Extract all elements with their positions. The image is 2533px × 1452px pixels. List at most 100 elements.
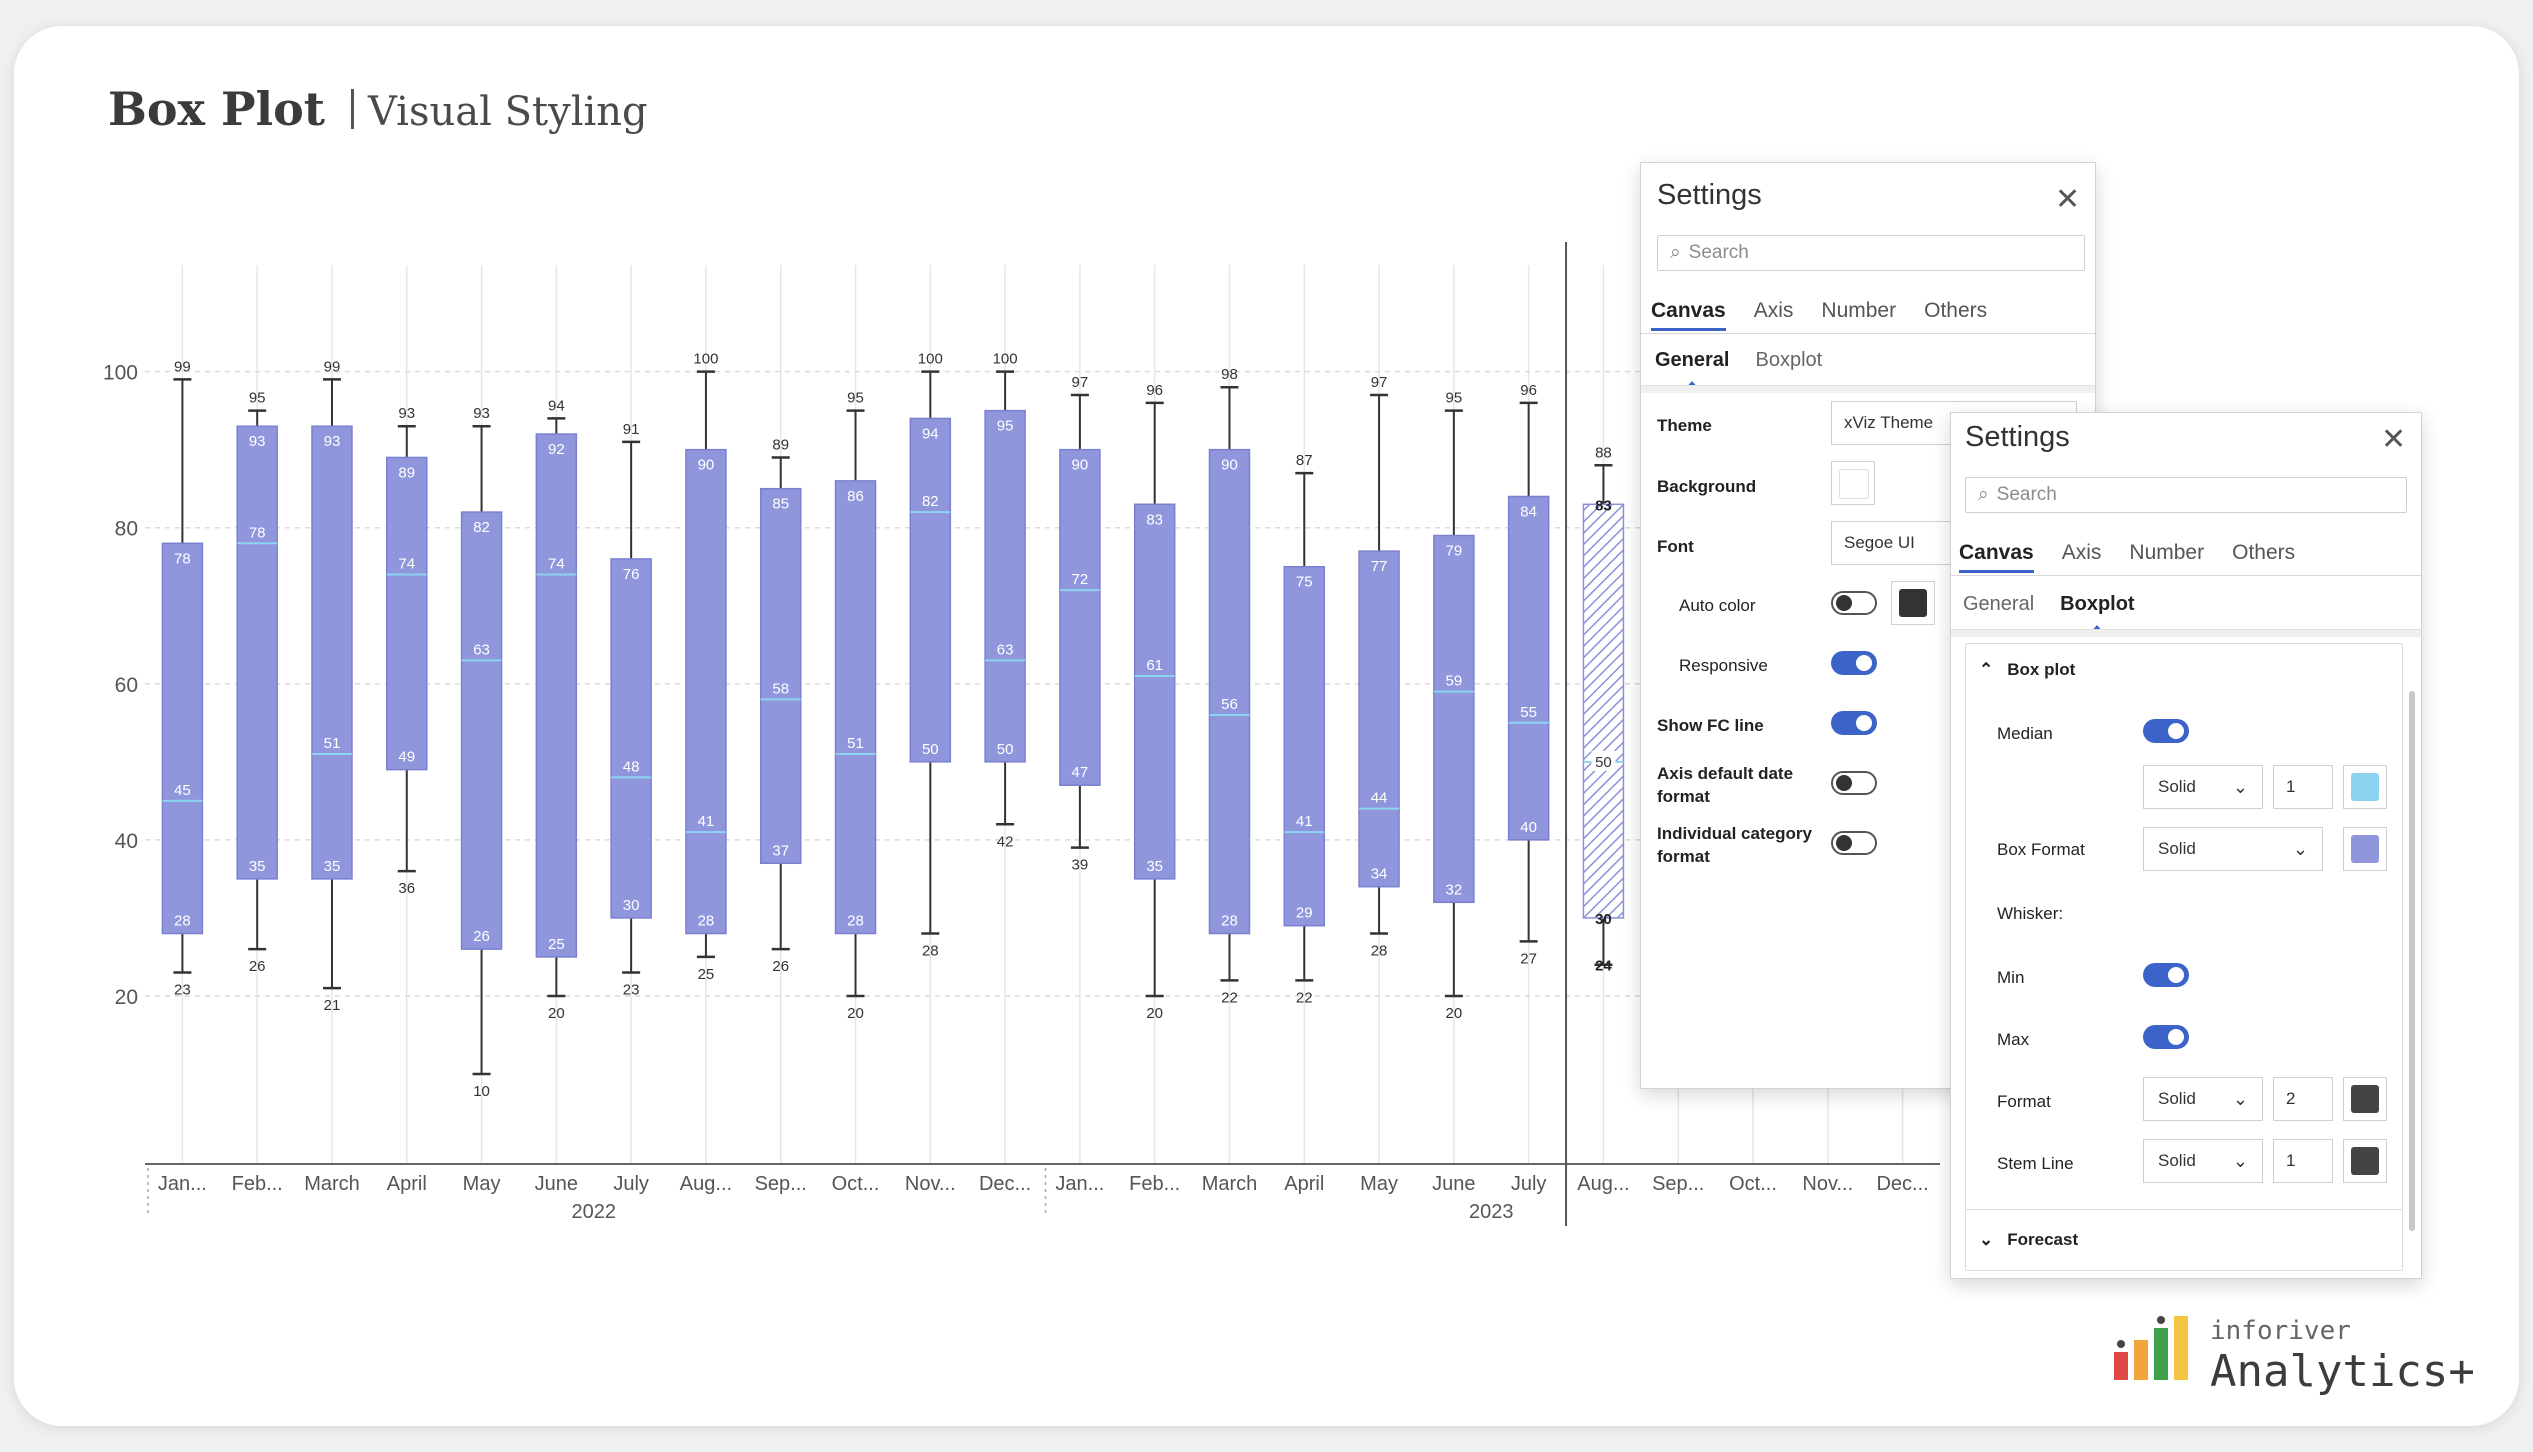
search-input[interactable]: ⌕ Search <box>1657 235 2085 271</box>
subtab-general[interactable]: General <box>1963 593 2035 615</box>
box <box>460 511 503 950</box>
min-label: 28 <box>1371 943 1388 960</box>
min-toggle[interactable] <box>2143 963 2189 987</box>
min-label: 26 <box>249 958 266 975</box>
format-color-swatch[interactable] <box>2343 1077 2387 1121</box>
box-format-dropdown[interactable]: Solid ⌄ <box>2143 827 2323 871</box>
auto-color-fill <box>1899 589 1927 617</box>
box <box>1283 565 1326 927</box>
responsive-toggle[interactable] <box>1831 651 1877 675</box>
max-toggle[interactable] <box>2143 1025 2189 1049</box>
x-tick-label: June <box>1432 1173 1475 1195</box>
x-tick-label: May <box>463 1173 501 1195</box>
q3-label: 93 <box>249 433 266 450</box>
whisker-label: Whisker: <box>1997 904 2064 923</box>
box-color-swatch[interactable] <box>2343 827 2387 871</box>
search-input[interactable]: ⌕ Search <box>1965 477 2407 513</box>
tab-axis[interactable]: Axis <box>2061 541 2102 564</box>
tab-number[interactable]: Number <box>1821 299 1897 322</box>
max-label: Max <box>1997 1030 2030 1049</box>
subtab-general[interactable]: General <box>1655 349 1730 390</box>
q1-label: 37 <box>772 842 789 859</box>
stem-width-input[interactable]: 1 <box>2273 1139 2333 1183</box>
settings-subtabs: General Boxplot <box>1655 349 1848 390</box>
format-style-dropdown[interactable]: Solid ⌄ <box>2143 1077 2263 1121</box>
tab-number[interactable]: Number <box>2129 541 2205 564</box>
close-icon[interactable]: ✕ <box>2055 183 2081 216</box>
box-plot-section-title: Box plot <box>2007 660 2076 679</box>
x-tick-label: Nov... <box>1802 1173 1853 1195</box>
max-label: 100 <box>918 351 943 368</box>
q1-label: 50 <box>997 741 1014 758</box>
tab-canvas[interactable]: Canvas <box>1959 541 2034 573</box>
max-label: 93 <box>473 405 490 422</box>
median-label: 74 <box>548 556 565 573</box>
q3-label: 79 <box>1446 543 1463 560</box>
logo-text-small: inforiver <box>2210 1316 2351 1346</box>
median-label: 74 <box>398 556 415 573</box>
min-label: 42 <box>997 833 1014 850</box>
tab-others[interactable]: Others <box>2232 541 2296 564</box>
q1-label: 47 <box>1072 764 1089 781</box>
median-toggle[interactable] <box>2143 719 2189 743</box>
max-label: 94 <box>548 397 565 414</box>
max-label: 99 <box>324 358 341 375</box>
min-label: 21 <box>324 997 341 1014</box>
y-tick-label: 40 <box>115 830 138 853</box>
auto-color-toggle[interactable] <box>1831 591 1877 615</box>
axis-date-format-toggle[interactable] <box>1831 771 1877 795</box>
min-label: 27 <box>1520 950 1537 967</box>
settings-title: Settings <box>1965 421 2070 453</box>
y-tick-label: 100 <box>103 362 138 385</box>
chevron-down-icon: ⌄ <box>2292 838 2308 859</box>
min-label: 26 <box>772 958 789 975</box>
x-tick-label: June <box>535 1173 578 1195</box>
stem-style-value: Solid <box>2158 1151 2196 1170</box>
stem-color-swatch[interactable] <box>2343 1139 2387 1183</box>
tab-others[interactable]: Others <box>1924 299 1988 322</box>
box-format-label: Box Format <box>1997 840 2085 859</box>
forecast-section-header[interactable]: ⌄ Forecast <box>1979 1229 2078 1252</box>
y-tick-label: 60 <box>115 674 138 697</box>
median-color-swatch[interactable] <box>2343 765 2387 809</box>
show-fc-line-toggle[interactable] <box>1831 711 1877 735</box>
q3-label: 90 <box>1221 457 1238 474</box>
median-label: 59 <box>1446 673 1463 690</box>
median-width-input[interactable]: 1 <box>2273 765 2333 809</box>
max-label: 98 <box>1221 366 1238 383</box>
tab-canvas[interactable]: Canvas <box>1651 299 1726 331</box>
max-label: 100 <box>993 351 1018 368</box>
responsive-label: Responsive <box>1679 656 1768 675</box>
max-label: 89 <box>772 436 789 453</box>
forecast-section[interactable] <box>1965 1209 2403 1271</box>
subtab-boxplot[interactable]: Boxplot <box>1755 349 1823 371</box>
median-label: 51 <box>324 735 341 752</box>
x-tick-label: Feb... <box>1129 1173 1180 1195</box>
box-plot-section-header[interactable]: ⌃ Box plot <box>1979 659 2075 682</box>
font-value: Segoe UI <box>1844 533 1915 552</box>
median-style-dropdown[interactable]: Solid ⌄ <box>2143 765 2263 809</box>
max-label: 97 <box>1072 374 1089 391</box>
individual-category-label: Individual category format <box>1657 824 1812 866</box>
close-icon[interactable]: ✕ <box>2381 423 2407 456</box>
individual-category-toggle[interactable] <box>1831 831 1877 855</box>
median-label: 45 <box>174 782 191 799</box>
x-tick-label: Dec... <box>1876 1173 1928 1195</box>
x-tick-label: Oct... <box>832 1173 880 1195</box>
subtab-boxplot[interactable]: Boxplot <box>2060 593 2135 634</box>
stem-style-dropdown[interactable]: Solid ⌄ <box>2143 1139 2263 1183</box>
panel-scrollbar[interactable] <box>2409 691 2415 1231</box>
search-icon: ⌕ <box>1670 242 1681 263</box>
box <box>1358 550 1400 888</box>
q1-label: 50 <box>922 741 939 758</box>
format-width-input[interactable]: 2 <box>2273 1077 2333 1121</box>
max-label: 97 <box>1371 374 1388 391</box>
q3-label: 82 <box>473 519 490 536</box>
q1-label: 35 <box>324 858 341 875</box>
q3-label: 89 <box>398 464 415 481</box>
q3-label: 92 <box>548 441 565 458</box>
x-tick-label: Sep... <box>1652 1173 1704 1195</box>
background-color-swatch[interactable] <box>1831 461 1875 505</box>
tab-axis[interactable]: Axis <box>1753 299 1794 322</box>
auto-color-swatch[interactable] <box>1891 581 1935 625</box>
